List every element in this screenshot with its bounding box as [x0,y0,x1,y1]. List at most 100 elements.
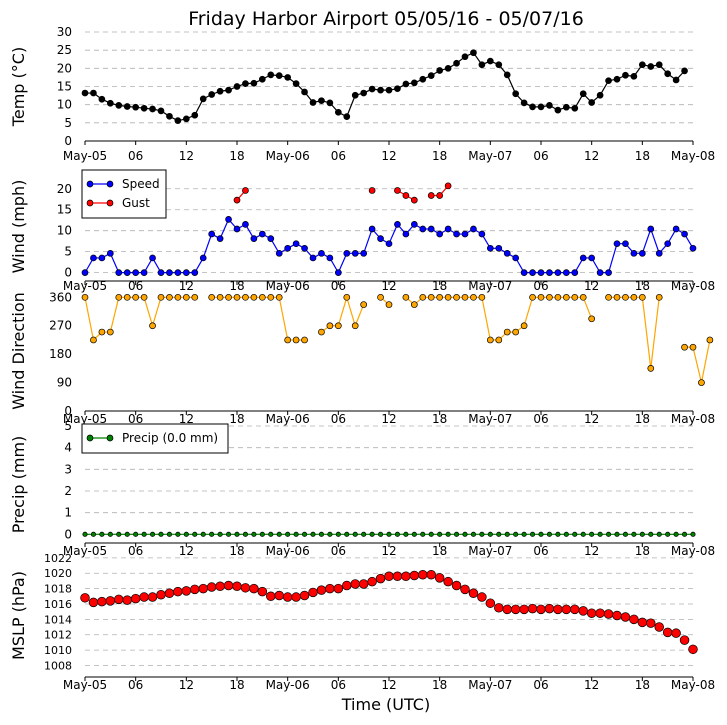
wind-speed-point [410,221,418,228]
precip-xtick-label: 18 [635,544,650,558]
wind-speed-point [309,254,317,262]
wind-legend-box [81,169,167,219]
temp-temp-point [647,63,655,70]
precip-precip-0-0-mm-point [344,531,350,537]
precip-xtick-label: 12 [381,544,396,558]
mslp-mslp-point [637,617,648,628]
temp-temp-point [562,103,570,111]
temp-temp-point [672,76,680,84]
precip-precip-0-0-mm-point [496,531,502,537]
precip-precip-0-0-mm-point [268,531,274,537]
temp-temp-point [292,80,300,87]
mslp-mslp-point [527,603,538,614]
mslp-mslp-point [139,592,149,602]
mslp-ytick-label: 1018 [44,583,72,596]
direction-direction-point [630,293,638,301]
wind-speed-point [343,249,351,257]
wind-ytick-label: 5 [64,245,72,259]
precip-precip-0-0-mm-point [411,531,417,537]
wind-xtick-label: 18 [635,279,650,293]
precip-precip-0-0-mm-point [276,531,282,537]
mslp-mslp-point [367,576,377,587]
wind-speed-point [115,269,123,276]
mslp-xtick-label: May-06 [266,678,310,692]
temp-temp-point [216,87,224,95]
precip-precip-0-0-mm-point [614,531,620,537]
precip-precip-0-0-mm-point [555,531,561,537]
temp-temp-point [334,108,342,116]
direction-direction-point [478,293,486,301]
wind-xtick-label: May-06 [266,279,310,293]
wind-speed-point [672,225,680,233]
wind-speed-point [233,225,241,233]
mslp-mslp-point [384,571,394,582]
temp-temp-point [402,80,410,88]
direction-direction-point [292,336,300,344]
temp-temp-point [546,102,553,109]
wind-speed-point [377,235,384,243]
mslp-mslp-point [510,604,521,615]
temp-temp-point [385,86,393,94]
wind-gust-point [402,192,410,199]
mslp-xtick-label: 06 [331,678,346,692]
precip-precip-0-0-mm-point [479,531,485,537]
direction-xtick-label: 18 [432,412,447,426]
precip-precip-0-0-mm-point [521,531,527,537]
direction-direction-point [284,336,292,344]
direction-xtick-label: 06 [331,412,346,426]
direction-direction-point [444,293,452,301]
wind-speed-point [242,221,249,228]
temp-xtick-label: May-07 [468,149,512,163]
precip-precip-0-0-mm-point [183,531,189,537]
mslp-xtick-label: 06 [533,678,548,692]
wind-gust-point [394,187,401,194]
temp-temp-point [157,107,165,115]
mslp-mslp-point [257,586,268,597]
temp-temp-point [512,90,520,98]
direction-direction-point [157,293,165,301]
direction-direction-point [647,365,655,372]
mslp-mslp-point [688,644,698,655]
mslp-mslp-point [561,604,572,615]
wind-speed-point [478,230,486,238]
precip-precip-0-0-mm-point [318,531,324,537]
mslp-mslp-point [198,583,208,594]
temp-temp-point [258,75,266,83]
wind-speed-point [334,269,342,276]
mslp-xtick-label: May-07 [468,678,512,692]
mslp-mslp-point [578,606,588,616]
temp-ytick-label: 0 [64,134,72,148]
precip-xtick-label: 18 [229,544,244,558]
precip-precip-0-0-mm-point [462,531,468,537]
mslp-mslp-point [130,593,141,604]
wind-speed-point [546,269,553,276]
temp-temp-point [343,113,351,121]
wind-gust-point [436,192,444,199]
temp-xtick-label: 06 [533,149,548,163]
mslp-mslp-point [620,612,631,622]
precip-legend: Precip (0.0 mm) [81,423,229,454]
direction-direction-point [242,293,249,301]
x-axis-label: Time (UTC) [341,695,430,714]
mslp-mslp-point [629,614,639,625]
wind-xtick-label: 12 [584,279,599,293]
temp-temp-point [106,99,114,107]
temp-xtick-label: 12 [584,149,599,163]
wind-speed-point [191,269,199,276]
wind-speed-point [360,249,368,257]
temp-temp-point [250,79,258,87]
precip-xtick-label: 12 [584,544,599,558]
precip-precip-0-0-mm-point [487,531,493,537]
mslp-mslp-point [223,580,234,591]
direction-direction-point [562,293,570,301]
wind-speed-point [622,240,629,248]
mslp-mslp-point [375,573,386,584]
mslp-mslp-point [434,573,445,583]
wind-speed-point [140,269,148,276]
temp-temp-point [98,95,106,103]
temp-xtick-label: May-06 [266,149,310,163]
precip-ytick-label: 2 [64,484,72,498]
mslp-mslp-point [502,604,512,615]
mslp-xtick-label: 12 [179,678,194,692]
direction-direction-point [529,293,536,301]
